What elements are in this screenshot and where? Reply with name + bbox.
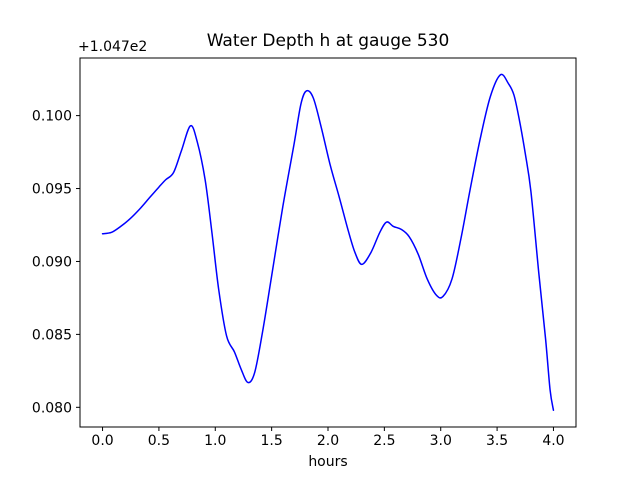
x-axis-label: hours bbox=[308, 454, 347, 470]
y-axis-offset-text: +1.047e2 bbox=[78, 39, 147, 55]
plot-area: 0.0 0.5 1.0 1.5 2.0 2.5 3.0 3.5 4.0 0.080 0.085 0.0… bbox=[32, 57, 577, 449]
y-tick-label: 0.080 bbox=[32, 400, 72, 416]
y-tick-label: 0.090 bbox=[32, 254, 72, 270]
chart-title: Water Depth h at gauge 530 bbox=[207, 31, 450, 51]
data-line bbox=[101, 73, 555, 411]
x-tick-label: 3.5 bbox=[486, 433, 508, 449]
x-tick-label: 4.0 bbox=[542, 433, 564, 449]
x-tick-label: 0.5 bbox=[148, 433, 170, 449]
x-tick-label: 0.0 bbox=[91, 433, 113, 449]
plot-border bbox=[79, 57, 577, 428]
y-tick-label: 0.085 bbox=[32, 327, 72, 343]
y-tick-label: 0.100 bbox=[32, 109, 72, 125]
y-tick-label: 0.095 bbox=[32, 182, 72, 198]
x-tick-label: 1.0 bbox=[204, 433, 226, 449]
x-tick-label: 2.5 bbox=[373, 433, 395, 449]
x-tick-label: 1.5 bbox=[261, 433, 283, 449]
x-tick-label: 2.0 bbox=[317, 433, 339, 449]
x-tick-label: 3.0 bbox=[430, 433, 452, 449]
